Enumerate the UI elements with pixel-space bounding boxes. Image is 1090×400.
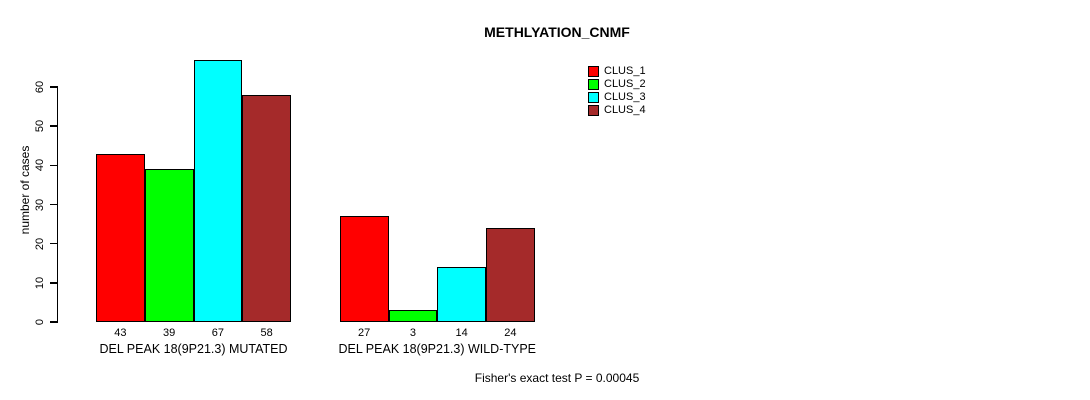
y-axis-label: number of cases <box>18 145 32 235</box>
legend-entry-clus_2: CLUS_2 <box>588 78 646 91</box>
y-tick-mark <box>50 125 58 127</box>
bar-clus_1-group2 <box>339 216 389 322</box>
bar-value-label: 58 <box>260 327 273 339</box>
bar-clus_3-group1 <box>193 59 243 322</box>
y-tick-label: 60 <box>34 80 46 94</box>
bar-clus_4-group2 <box>486 228 535 322</box>
legend-label-clus_3: CLUS_3 <box>604 91 646 103</box>
legend: CLUS_1 CLUS_2 CLUS_3 CLUS_4 <box>588 65 646 117</box>
bar-value-label: 27 <box>358 327 371 339</box>
bar-clus_2-group2 <box>388 310 438 322</box>
y-tick-label: 50 <box>34 120 46 133</box>
category-label-group2: DEL PEAK 18(9P21.3) WILD-TYPE <box>338 342 537 356</box>
bar-clus_1-group1 <box>96 153 145 322</box>
bar-clus_4-group1 <box>242 94 291 322</box>
bar-clus_3-group2 <box>437 267 486 322</box>
bar-value-label: 3 <box>409 327 416 339</box>
legend-swatch-clus_1 <box>588 66 599 77</box>
y-tick-label: 20 <box>34 237 46 250</box>
legend-label-clus_4: CLUS_4 <box>604 104 646 116</box>
bar-value-label: 14 <box>455 327 468 339</box>
y-tick-label: 40 <box>34 159 46 172</box>
bar-clus_2-group1 <box>144 169 194 322</box>
legend-label-clus_1: CLUS_1 <box>604 65 646 77</box>
y-tick-mark <box>50 321 58 323</box>
legend-swatch-clus_2 <box>588 79 599 90</box>
legend-label-clus_2: CLUS_2 <box>604 78 646 90</box>
y-tick-mark <box>50 86 58 88</box>
y-tick-mark <box>50 242 58 245</box>
bar-value-label: 24 <box>504 327 517 339</box>
y-tick-label: 10 <box>34 276 46 289</box>
legend-entry-clus_4: CLUS_4 <box>588 104 646 117</box>
y-tick-mark <box>50 282 58 284</box>
category-label-group1: DEL PEAK 18(9P21.3) MUTATED <box>99 342 288 356</box>
y-axis-line <box>56 86 59 323</box>
y-tick-mark <box>50 164 58 167</box>
bar-value-label: 67 <box>211 327 224 339</box>
fisher-test-annotation: Fisher's exact test P = 0.00045 <box>474 371 640 385</box>
y-tick-label: 30 <box>34 198 46 211</box>
legend-swatch-clus_4 <box>588 105 599 116</box>
bar-value-label: 43 <box>114 327 127 339</box>
y-tick-mark <box>50 203 58 206</box>
chart-title: METHLYATION_CNMF <box>484 24 630 40</box>
legend-swatch-clus_3 <box>588 92 599 103</box>
legend-entry-clus_1: CLUS_1 <box>588 65 646 78</box>
bar-value-label: 39 <box>163 327 176 339</box>
legend-entry-clus_3: CLUS_3 <box>588 91 646 104</box>
y-tick-label: 0 <box>34 318 46 326</box>
